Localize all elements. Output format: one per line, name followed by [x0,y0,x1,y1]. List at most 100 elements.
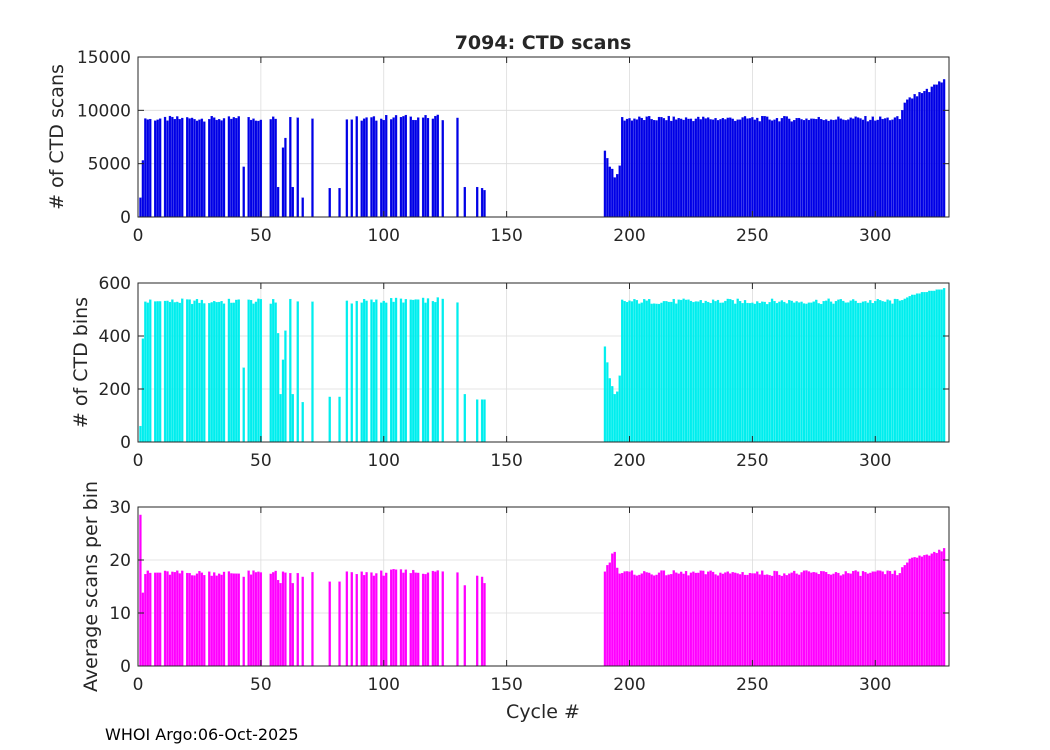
bar-cycle-192 [608,378,611,443]
bar-cycle-230 [702,302,705,443]
x-tick-label: 300 [859,451,891,471]
bar-cycle-266 [790,300,793,443]
bar-cycle-107 [399,117,403,218]
bar-cycle-199 [625,301,629,443]
bar-cycle-285 [837,572,840,667]
y-tick-label: 30 [109,498,131,518]
bar-cycle-71 [311,118,314,218]
bar-cycle-4 [146,302,149,443]
bar-cycle-320 [923,555,926,667]
bar-cycle-71 [311,572,314,667]
bar-cycle-293 [856,302,860,443]
bar-cycle-206 [643,571,646,667]
bar-cycle-202 [633,299,636,443]
bar-cycle-292 [854,570,857,667]
bar-cycle-124 [441,298,444,443]
x-tick-label: 150 [490,451,522,471]
bar-cycle-228 [697,572,700,667]
bar-cycle-54 [269,303,272,443]
bar-cycle-82 [338,396,341,443]
bar-cycle-307 [891,573,894,667]
bar-cycle-287 [842,574,845,667]
bar-cycle-43 [242,576,245,667]
bar-cycle-2 [141,338,145,443]
bar-cycle-41 [237,116,240,218]
bar-cycle-275 [812,301,815,443]
bar-cycle-92 [362,298,366,443]
bar-cycle-327 [940,289,943,443]
bar-cycle-273 [807,302,811,443]
bar-cycle-197 [621,573,624,667]
bar-cycle-26 [200,572,204,667]
bar-cycle-294 [859,302,862,443]
bar-cycle-13 [168,574,172,667]
bar-cycle-190 [603,571,607,667]
bar-cycle-8 [156,301,159,443]
bar-cycle-312 [903,565,906,667]
y-tick-label: 5000 [88,155,131,175]
bar-cycle-323 [930,290,933,443]
bar-cycle-62 [289,573,292,667]
bar-cycle-225 [689,572,693,667]
bar-cycle-200 [628,300,631,443]
bar-cycle-108 [402,572,405,667]
bar-cycle-50 [259,299,263,443]
bar-cycle-33 [217,573,221,667]
bar-cycle-326 [938,81,941,218]
bar-cycle-43 [242,367,245,443]
bar-cycle-243 [734,303,737,443]
bar-cycle-300 [874,301,877,443]
bar-cycle-244 [736,119,739,218]
bar-cycle-130 [456,117,459,218]
bar-cycle-310 [898,119,901,218]
bar-cycle-308 [893,117,897,218]
x-tick-label: 200 [613,226,645,246]
bar-cycle-65 [296,301,299,443]
y-tick-label: 20 [109,551,131,571]
bar-cycle-325 [935,84,938,218]
bar-cycle-140 [480,188,484,218]
bar-cycle-262 [780,300,784,443]
bar-cycle-307 [891,119,894,218]
bar-cycle-261 [778,301,781,443]
bar-cycle-202 [633,574,636,667]
bar-cycle-194 [613,394,616,443]
bar-cycle-101 [385,572,388,667]
bar-cycle-37 [227,571,231,667]
bar-cycle-37 [227,116,231,218]
bar-cycle-286 [839,575,843,667]
bar-cycle-298 [869,119,872,218]
bar-cycle-78 [328,581,331,667]
bar-cycle-118 [426,298,430,443]
x-tick-label: 50 [250,675,272,695]
bar-cycle-22 [190,575,194,667]
bar-cycle-103 [389,298,393,443]
bar-cycle-14 [171,116,174,218]
bar-cycle-67 [301,197,304,218]
bar-cycle-7 [154,572,157,667]
bar-cycle-257 [768,575,771,667]
bar-cycle-37 [227,298,231,443]
bar-cycle-328 [942,548,946,667]
bar-cycle-323 [930,86,933,218]
bar-cycle-7 [154,301,157,443]
bar-cycle-282 [829,574,833,667]
bar-cycle-250 [751,302,754,443]
bar-cycle-264 [785,575,788,667]
bar-cycle-261 [778,121,781,218]
bar-cycle-121 [434,302,437,443]
bar-cycle-300 [874,571,877,667]
bar-cycle-87 [350,119,353,218]
bar-cycle-105 [394,569,398,667]
bar-cycle-221 [679,299,683,443]
bar-cycle-216 [667,115,670,218]
bar-cycle-193 [611,386,614,443]
bar-cycle-263 [783,573,786,667]
bar-cycle-21 [188,573,191,667]
bar-cycle-291 [852,299,855,443]
bar-cycle-38 [230,118,233,218]
bar-cycle-267 [793,120,796,218]
bar-cycle-246 [741,303,744,443]
bar-cycle-24 [195,298,199,443]
bar-cycle-275 [812,118,815,218]
